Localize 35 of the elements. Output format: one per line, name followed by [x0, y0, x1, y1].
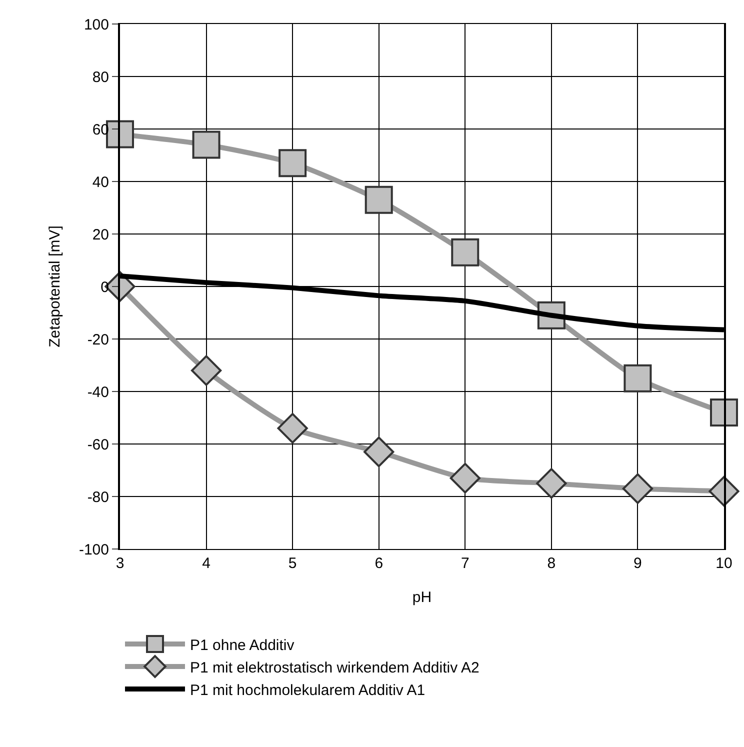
x-tick-label: 4 [202, 555, 210, 572]
point [277, 412, 308, 444]
point [190, 355, 222, 386]
point [451, 238, 480, 266]
x-tick-label: 8 [547, 555, 556, 572]
point [624, 364, 652, 392]
x-tick-label: 7 [460, 555, 470, 572]
point [364, 436, 394, 468]
x-tick-label: 5 [288, 555, 297, 572]
legend-label: P1 ohne Additiv [190, 636, 295, 654]
y-tick-label: 100 [84, 16, 109, 34]
y-tick-label: -60 [87, 436, 109, 454]
y-tick-label: 80 [92, 68, 109, 86]
y-tick-label: -40 [87, 384, 109, 401]
point [364, 186, 393, 214]
y-tick-label: 40 [92, 174, 109, 191]
y-tick-label: -80 [87, 488, 109, 506]
point [278, 149, 307, 178]
y-tick-label: 20 [92, 226, 109, 244]
y-axis-title: Zetapotential [mV] [46, 226, 64, 348]
point [622, 473, 654, 504]
point [192, 130, 220, 159]
x-tick-label: 9 [634, 555, 642, 572]
x-axis-title: pH [412, 589, 432, 606]
x-tick-label: 3 [116, 555, 124, 572]
point [536, 468, 567, 499]
point [710, 398, 738, 426]
y-tick-label: 0 [100, 278, 109, 296]
y-tick-label: -20 [87, 331, 109, 348]
legend-label: P1 mit elektrostatisch wirkendem Additiv A2 [190, 659, 480, 676]
point [450, 462, 480, 494]
x-tick-label: 6 [374, 555, 384, 572]
x-tick-label: 10 [716, 555, 732, 572]
legend-label: P1 mit hochmolekularem Additiv A1 [190, 682, 426, 699]
y-tick-label: -100 [78, 541, 109, 558]
